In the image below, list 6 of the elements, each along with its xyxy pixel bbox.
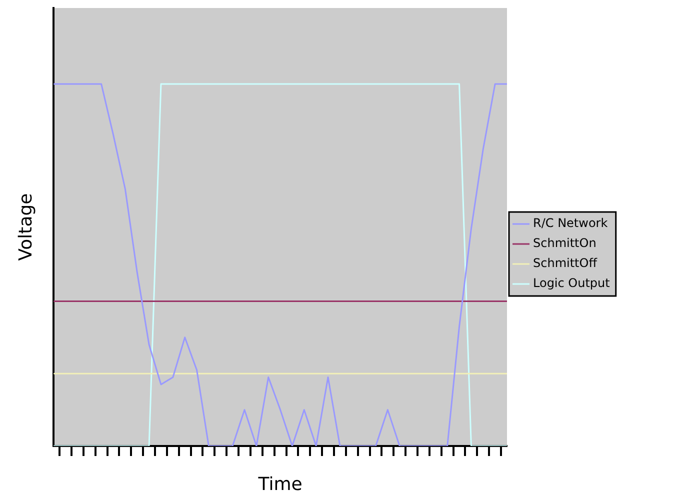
x-axis-title: Time <box>257 474 302 495</box>
y-axis-title: Voltage <box>15 193 36 261</box>
legend-label: SchmittOn <box>533 236 596 250</box>
legend-label: R/C Network <box>533 216 608 230</box>
legend-label: Logic Output <box>533 276 610 290</box>
legend-label: SchmittOff <box>533 256 598 270</box>
